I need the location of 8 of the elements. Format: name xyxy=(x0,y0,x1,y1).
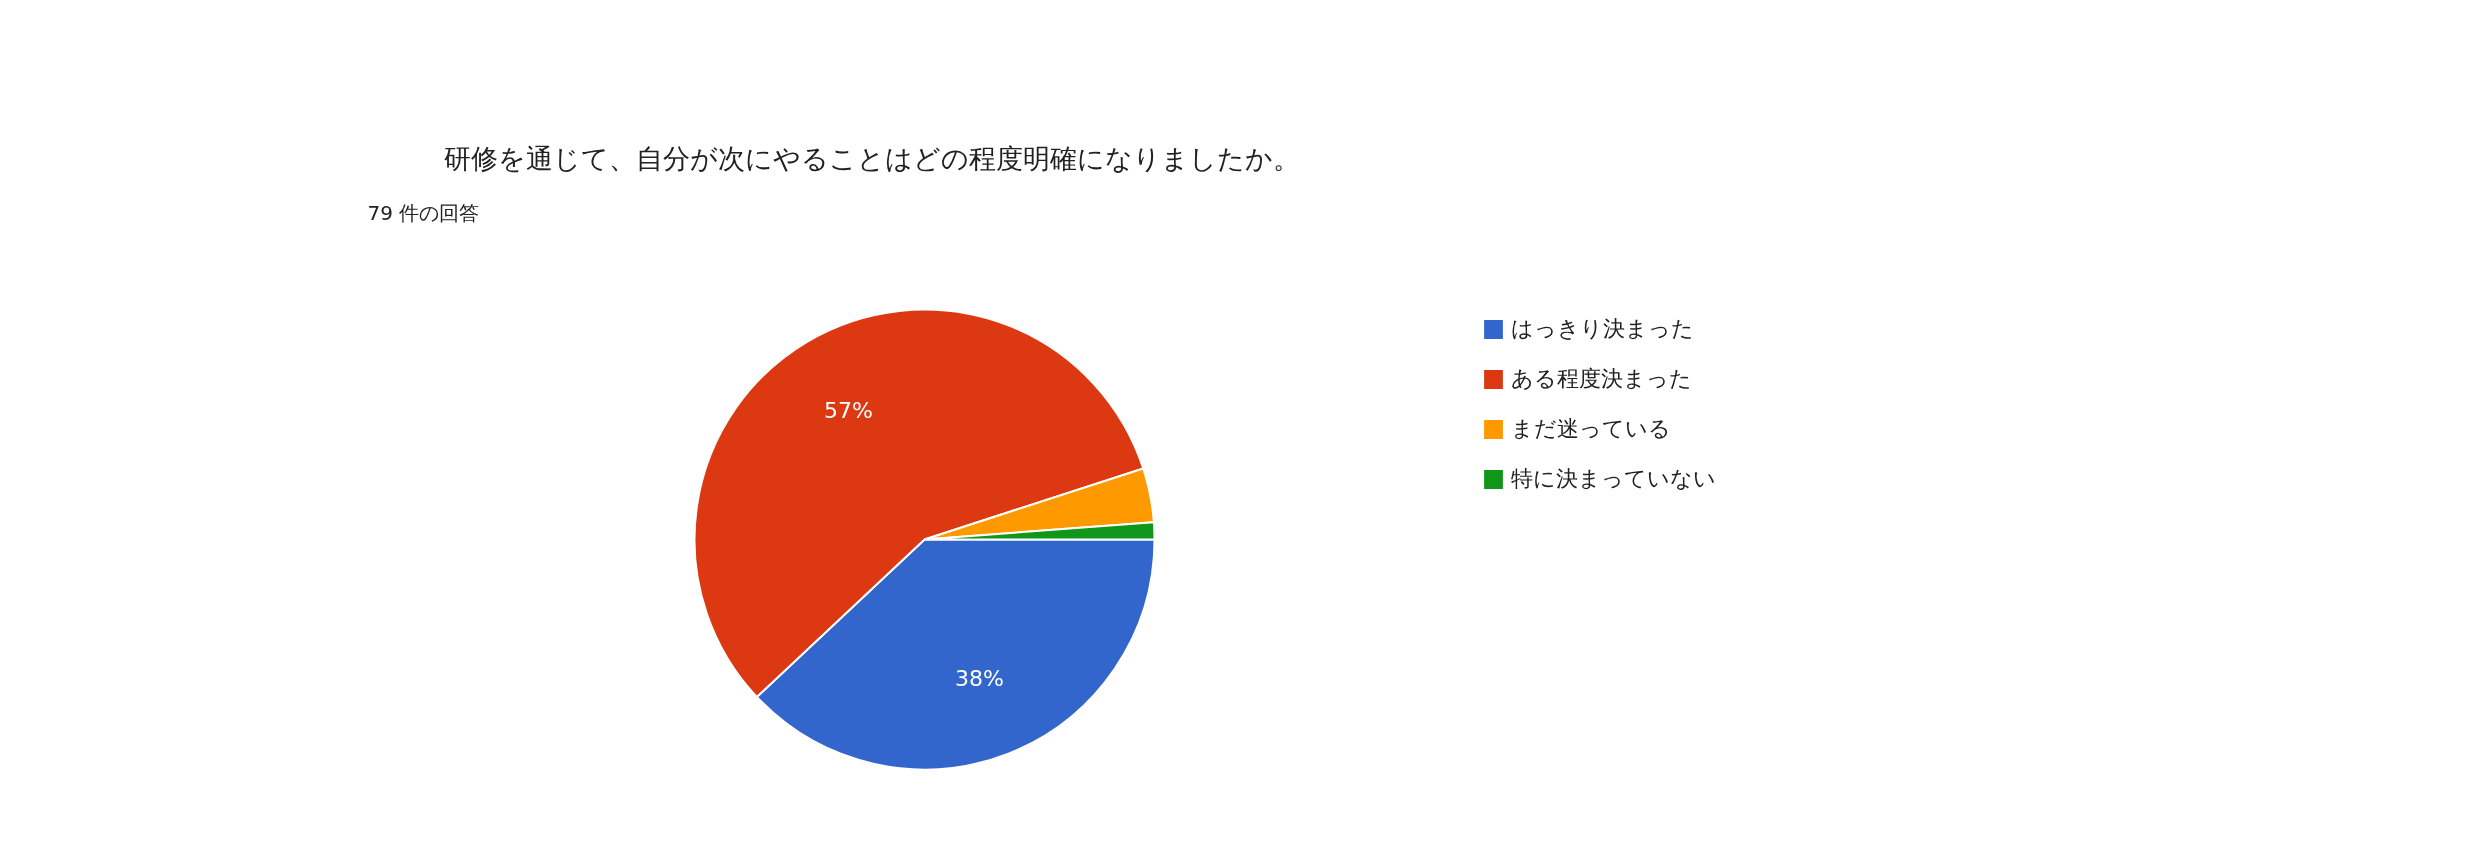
legend-label: ある程度決まった xyxy=(1511,365,1692,393)
legend-label: はっきり決まった xyxy=(1511,315,1694,343)
text: 79 件の回答 xyxy=(367,200,480,225)
chart-title: 研修を通じて、自分が次にやることはどの程度明確になりましたか。 xyxy=(443,143,1300,174)
data-label: 38% xyxy=(955,666,1004,691)
legend-label: まだ迷っている xyxy=(1511,415,1671,443)
legend-label: 特に決まっていない xyxy=(1511,465,1716,493)
data-label: 57% xyxy=(823,398,873,424)
